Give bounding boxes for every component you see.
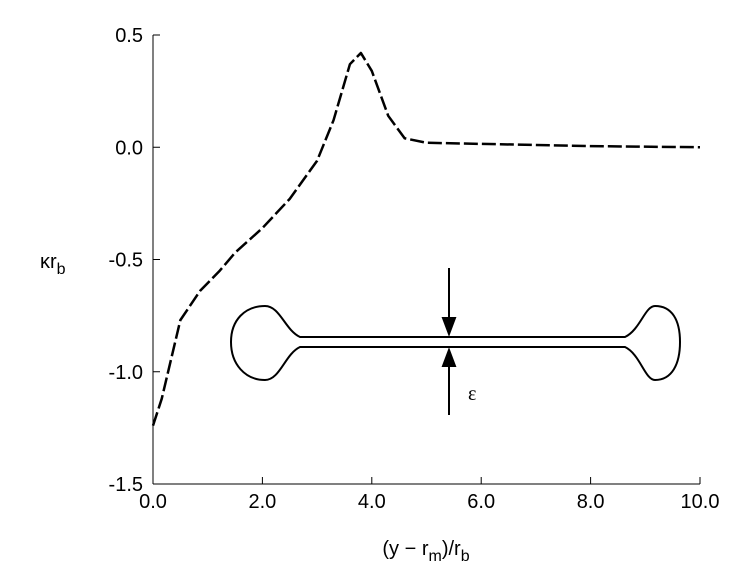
x-axis-label: (y − rm)/rb — [382, 538, 469, 565]
y-tick-label: -0.5 — [109, 250, 143, 272]
x-label-sub: m — [429, 548, 442, 565]
x-label-sub: b — [461, 548, 470, 565]
x-tick-label: 0.0 — [139, 491, 167, 513]
data-line — [151, 51, 701, 427]
inset-label: ε — [468, 383, 476, 405]
y-tick-label: 0.0 — [115, 137, 143, 159]
y-label-part: κr — [40, 251, 57, 273]
x-label-part: (y − r — [382, 538, 428, 560]
x-tick-label: 8.0 — [577, 491, 605, 513]
y-tick-label: -1.5 — [109, 474, 143, 496]
x-tick-label: 6.0 — [467, 491, 495, 513]
y-label-sub: b — [57, 261, 66, 278]
x-tick-label: 10.0 — [681, 491, 720, 513]
arrowhead — [441, 317, 457, 337]
x-label-part: )/r — [442, 538, 461, 560]
y-axis-label: κrb — [40, 251, 66, 278]
dumbbell — [229, 304, 682, 382]
x-tick-label: 4.0 — [358, 491, 386, 513]
inset-diagram — [229, 268, 682, 415]
arrowhead — [441, 347, 457, 367]
x-tick-label: 2.0 — [248, 491, 276, 513]
y-tick-label: -1.0 — [109, 362, 143, 384]
y-tick-label: 0.5 — [115, 25, 143, 47]
